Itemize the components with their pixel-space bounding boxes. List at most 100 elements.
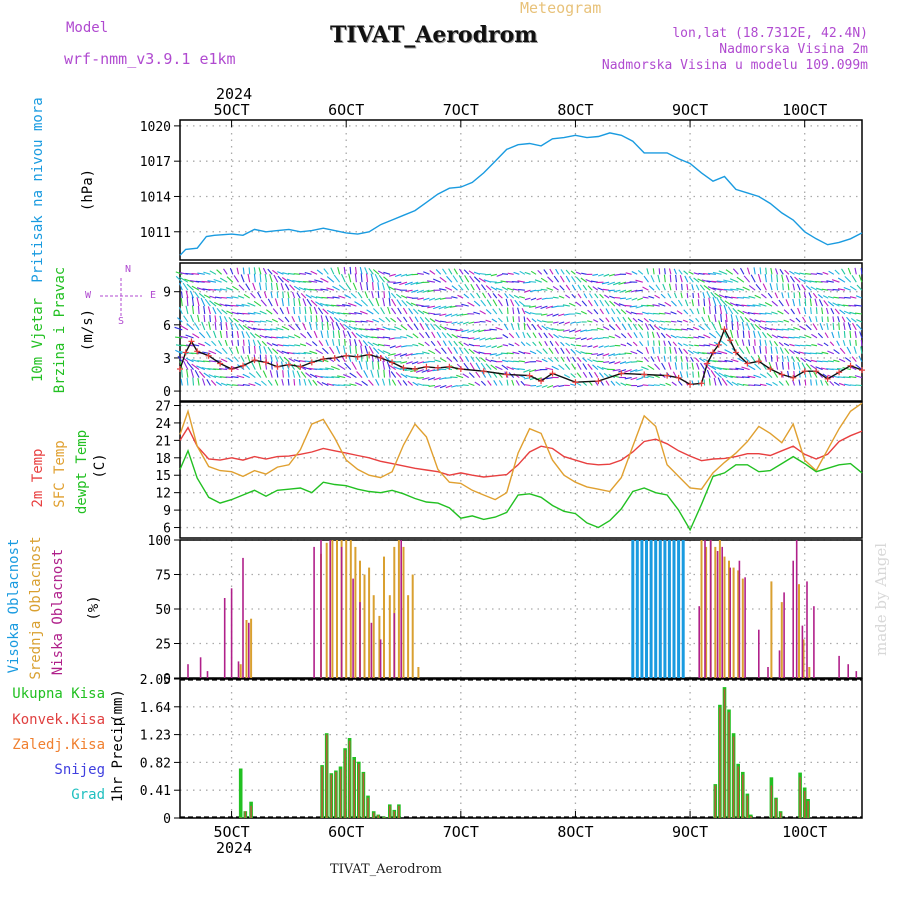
wind-arrow <box>371 290 374 299</box>
wind-speed-marker <box>457 365 464 372</box>
wind-arrow <box>400 345 408 348</box>
wind-arrow <box>265 319 273 323</box>
wind-arrow <box>844 383 851 387</box>
wind-speed-marker <box>767 365 774 372</box>
wind-arrow <box>510 299 515 307</box>
wind-arrow <box>375 297 380 307</box>
wind-arrow <box>212 330 217 339</box>
wind-arrow <box>198 292 206 299</box>
wind-arrow <box>649 323 655 331</box>
wind-arrow <box>635 305 643 309</box>
wind-arrow <box>613 301 621 307</box>
wind-arrow <box>349 383 357 387</box>
wind-arrow <box>563 313 570 316</box>
wind-arrow <box>445 286 453 291</box>
wind-arrow <box>678 347 683 354</box>
wind-arrow <box>180 344 188 347</box>
wind-arrow <box>609 300 616 307</box>
wind-arrow <box>272 308 279 315</box>
wind-arrow <box>648 285 655 291</box>
wind-arrow <box>810 359 818 363</box>
wind-arrow <box>422 289 430 293</box>
wind-arrow <box>630 311 638 315</box>
wind-arrow <box>313 306 318 315</box>
wind-arrow <box>735 367 744 371</box>
wind-arrow <box>468 270 475 275</box>
wind-arrow <box>691 284 694 291</box>
wind-arrow <box>360 320 368 323</box>
wind-arrow <box>257 340 262 347</box>
wind-arrow <box>610 308 616 315</box>
wind-arrow <box>270 354 273 362</box>
precip-conv-bar <box>362 773 365 818</box>
wind-arrow <box>293 378 296 386</box>
wind-arrow <box>220 358 228 363</box>
wind-speed-marker <box>446 363 453 370</box>
wind-arrow <box>759 267 762 275</box>
wind-arrow <box>405 353 413 357</box>
wind-arrow <box>648 384 655 387</box>
y-tick-label: 1.64 <box>140 701 171 716</box>
wind-arrow <box>788 336 795 339</box>
wind-arrow <box>596 327 604 331</box>
wind-arrow <box>815 316 818 323</box>
wind-arrow <box>799 335 806 339</box>
wind-arrow <box>461 329 469 333</box>
wind-arrow <box>304 271 312 275</box>
wind-arrow <box>742 330 745 338</box>
wind-arrow <box>747 364 756 371</box>
wind-arrow <box>843 376 851 379</box>
wind-arrow <box>687 349 694 355</box>
wind-arrow <box>196 297 200 307</box>
wind-arrow <box>593 299 599 307</box>
wind-arrow <box>601 281 610 285</box>
wind-arrow <box>636 289 643 292</box>
wind-arrow <box>808 316 812 323</box>
wind-arrow <box>498 308 503 315</box>
wind-arrow <box>618 281 627 285</box>
wind-arrow <box>832 302 840 307</box>
wind-arrow <box>300 293 307 299</box>
wind-arrow <box>622 316 627 323</box>
wind-arrow <box>186 368 189 378</box>
wind-arrow <box>448 268 453 275</box>
wind-arrow <box>703 284 711 291</box>
altitude-label: Nadmorska Visina 2m <box>719 42 868 57</box>
wind-arrow <box>811 344 818 347</box>
wind-arrow <box>635 369 643 372</box>
wind-speed-marker <box>434 364 441 371</box>
wind-arrow <box>354 311 363 315</box>
wind-speed-marker <box>194 348 201 355</box>
wind-arrow <box>191 305 195 315</box>
wind-arrow <box>358 360 363 370</box>
wind-arrow <box>724 349 733 355</box>
wind-arrow <box>542 348 548 355</box>
wind-arrow <box>559 275 565 283</box>
wind-arrow <box>336 345 341 354</box>
wind-arrow <box>694 357 700 363</box>
wind-arrow <box>839 309 846 315</box>
wind-arrow <box>360 299 368 307</box>
wind-arrow <box>774 268 779 275</box>
wind-arrow <box>577 293 582 299</box>
wind-arrow <box>587 299 593 307</box>
wind-arrow <box>228 316 234 323</box>
wind-arrow <box>494 281 503 284</box>
wind-arrow <box>742 286 750 291</box>
wind-arrow <box>750 355 756 363</box>
wind-arrow <box>372 342 380 347</box>
wind-arrow <box>400 335 408 339</box>
wind-arrow <box>715 330 722 339</box>
wind-arrow <box>552 321 559 324</box>
wind-arrow <box>624 377 632 380</box>
wind-arrow <box>810 273 818 275</box>
wind-arrow <box>685 356 689 362</box>
wind-arrow <box>697 278 705 283</box>
wind-arrow <box>375 378 380 386</box>
wind-arrow <box>580 351 587 355</box>
wind-arrow <box>283 356 290 363</box>
wind-arrow <box>485 358 492 363</box>
wind-arrow <box>502 334 509 339</box>
wind-arrow <box>322 347 329 355</box>
wind-arrow <box>318 340 324 347</box>
